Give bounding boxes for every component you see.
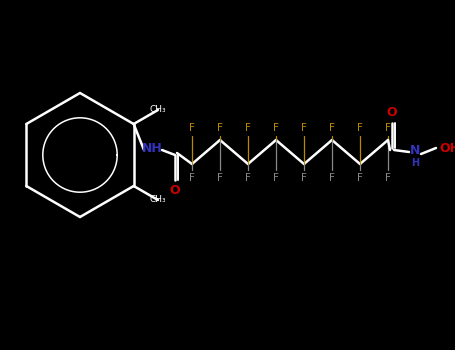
Text: CH₃: CH₃ bbox=[150, 105, 166, 114]
Text: F: F bbox=[189, 123, 195, 133]
Text: F: F bbox=[301, 173, 307, 183]
Text: F: F bbox=[385, 173, 391, 183]
Text: F: F bbox=[245, 123, 251, 133]
Text: F: F bbox=[245, 173, 251, 183]
Text: F: F bbox=[301, 123, 307, 133]
Text: F: F bbox=[329, 173, 335, 183]
Text: F: F bbox=[217, 123, 223, 133]
Text: OH: OH bbox=[440, 141, 455, 154]
Text: O: O bbox=[170, 183, 180, 196]
Text: F: F bbox=[357, 173, 363, 183]
Text: O: O bbox=[387, 106, 397, 119]
Text: N: N bbox=[410, 145, 420, 158]
Text: F: F bbox=[189, 173, 195, 183]
Text: F: F bbox=[329, 123, 335, 133]
Text: F: F bbox=[273, 173, 279, 183]
Text: NH: NH bbox=[142, 141, 162, 154]
Text: F: F bbox=[273, 123, 279, 133]
Text: F: F bbox=[385, 123, 391, 133]
Text: CH₃: CH₃ bbox=[150, 196, 166, 204]
Text: F: F bbox=[217, 173, 223, 183]
Text: H: H bbox=[411, 158, 419, 168]
Text: F: F bbox=[357, 123, 363, 133]
